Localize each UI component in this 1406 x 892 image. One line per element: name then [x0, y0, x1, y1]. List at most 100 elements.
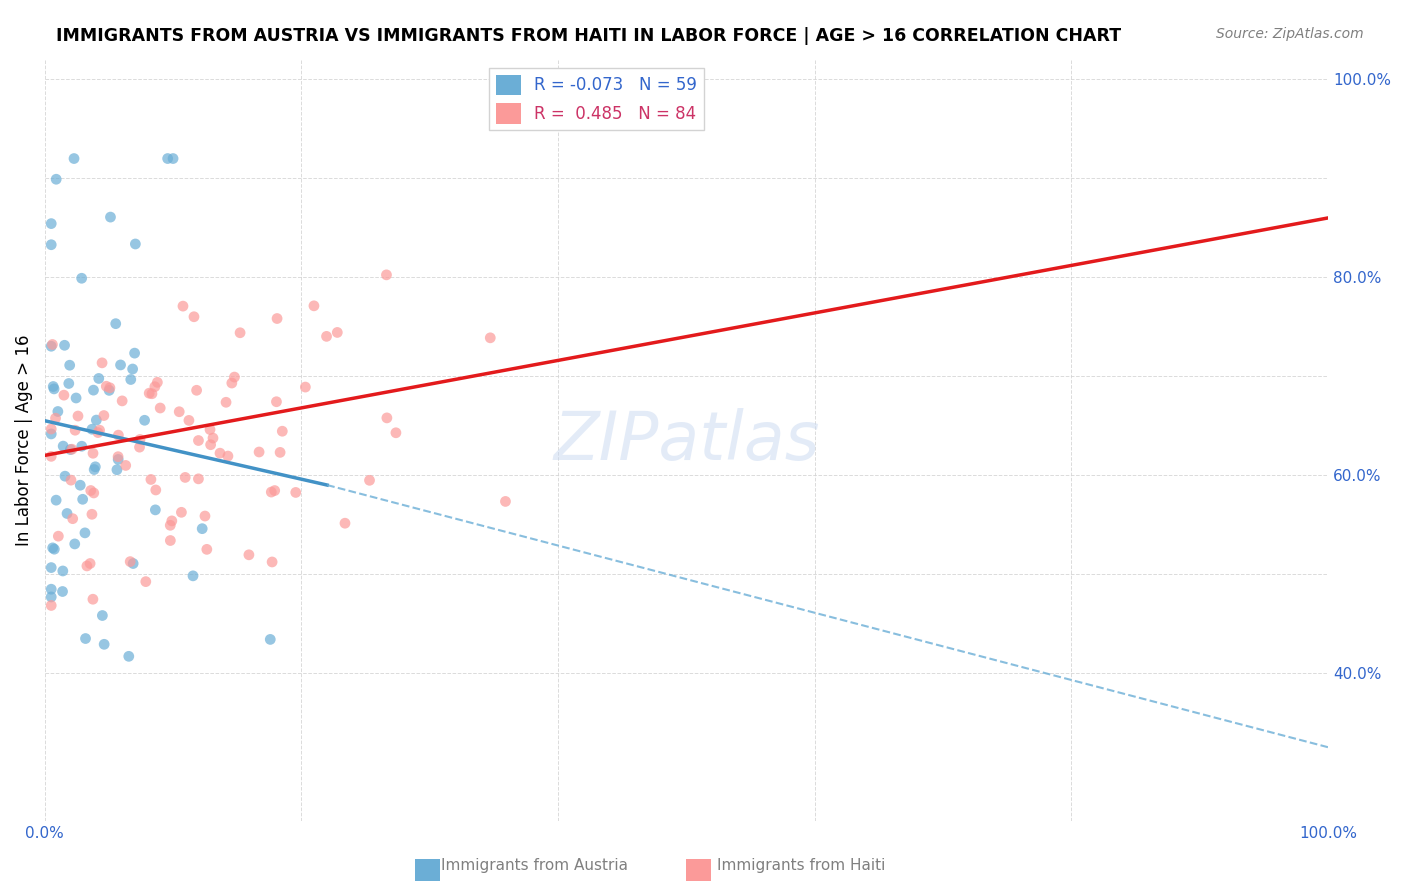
Immigrants from Haiti — [66, 409, 89, 423]
Immigrants from Austria — [51, 584, 73, 599]
Immigrants from Haiti — [83, 486, 105, 500]
Immigrants from Haiti — [76, 558, 98, 573]
Immigrants from Austria — [72, 492, 94, 507]
Immigrants from Haiti — [375, 410, 398, 425]
Immigrants from Haiti — [271, 424, 294, 438]
Immigrants from Austria — [52, 564, 75, 578]
Immigrants from Austria — [39, 582, 62, 597]
Immigrants from Haiti — [141, 386, 163, 401]
Immigrants from Austria — [52, 439, 75, 453]
Immigrants from Haiti — [174, 470, 197, 484]
Text: Immigrants from Haiti: Immigrants from Haiti — [717, 858, 886, 872]
Immigrants from Haiti — [96, 379, 118, 393]
Immigrants from Austria — [39, 426, 62, 441]
Immigrants from Haiti — [159, 518, 181, 533]
Immigrants from Austria — [80, 422, 103, 436]
Immigrants from Haiti — [79, 557, 101, 571]
Immigrants from Haiti — [60, 442, 83, 457]
Immigrants from Haiti — [139, 473, 162, 487]
Immigrants from Haiti — [198, 423, 221, 437]
Immigrants from Austria — [82, 383, 104, 397]
Immigrants from Austria — [58, 376, 80, 391]
Immigrants from Austria — [56, 507, 79, 521]
Immigrants from Haiti — [170, 505, 193, 519]
Immigrants from Haiti — [217, 449, 239, 463]
Immigrants from Haiti — [159, 533, 181, 548]
Immigrants from Austria — [59, 358, 82, 372]
Immigrants from Haiti — [80, 508, 103, 522]
Text: Source: ZipAtlas.com: Source: ZipAtlas.com — [1216, 27, 1364, 41]
Immigrants from Haiti — [284, 485, 307, 500]
Immigrants from Haiti — [145, 483, 167, 497]
Immigrants from Austria — [100, 210, 122, 224]
Immigrants from Austria — [107, 452, 129, 467]
Immigrants from Austria — [122, 557, 145, 571]
Immigrants from Haiti — [52, 388, 75, 402]
Immigrants from Haiti — [82, 592, 104, 607]
Immigrants from Haiti — [215, 395, 238, 409]
Y-axis label: In Labor Force | Age > 16: In Labor Force | Age > 16 — [15, 334, 32, 546]
Immigrants from Austria — [259, 632, 281, 647]
Immigrants from Austria — [69, 478, 91, 492]
Immigrants from Haiti — [107, 450, 129, 464]
Immigrants from Haiti — [62, 511, 84, 525]
Immigrants from Haiti — [208, 446, 231, 460]
Immigrants from Austria — [45, 493, 67, 508]
Immigrants from Haiti — [107, 428, 129, 442]
Legend: R = -0.073   N = 59, R =  0.485   N = 84: R = -0.073 N = 59, R = 0.485 N = 84 — [489, 68, 704, 130]
Immigrants from Haiti — [247, 445, 270, 459]
Immigrants from Austria — [75, 632, 97, 646]
Immigrants from Haiti — [135, 574, 157, 589]
Immigrants from Haiti — [302, 299, 325, 313]
Immigrants from Haiti — [315, 329, 337, 343]
Immigrants from Austria — [84, 459, 107, 474]
Immigrants from Haiti — [146, 376, 169, 390]
Immigrants from Austria — [42, 379, 65, 393]
Immigrants from Austria — [121, 362, 143, 376]
Immigrants from Haiti — [172, 299, 194, 313]
Immigrants from Haiti — [80, 483, 103, 498]
Immigrants from Haiti — [194, 509, 217, 524]
Immigrants from Haiti — [187, 434, 209, 448]
Immigrants from Austria — [65, 391, 87, 405]
Immigrants from Austria — [162, 152, 184, 166]
Immigrants from Austria — [42, 382, 65, 396]
Immigrants from Haiti — [195, 542, 218, 557]
Immigrants from Haiti — [221, 376, 243, 390]
Immigrants from Austria — [87, 371, 110, 385]
Immigrants from Austria — [104, 317, 127, 331]
Immigrants from Haiti — [167, 405, 190, 419]
Immigrants from Haiti — [224, 370, 246, 384]
Text: Immigrants from Austria: Immigrants from Austria — [440, 858, 628, 872]
Immigrants from Austria — [124, 346, 146, 360]
Immigrants from Austria — [39, 339, 62, 353]
Immigrants from Haiti — [129, 433, 152, 447]
Immigrants from Haiti — [98, 381, 121, 395]
Immigrants from Austria — [39, 217, 62, 231]
Immigrants from Haiti — [495, 494, 517, 508]
Immigrants from Austria — [45, 172, 67, 186]
Immigrants from Austria — [39, 237, 62, 252]
Immigrants from Haiti — [114, 458, 136, 473]
Immigrants from Austria — [124, 237, 146, 252]
Immigrants from Haiti — [39, 422, 62, 436]
Immigrants from Haiti — [120, 555, 142, 569]
Immigrants from Austria — [110, 358, 132, 372]
Immigrants from Austria — [70, 271, 93, 285]
Immigrants from Haiti — [294, 380, 316, 394]
Immigrants from Austria — [41, 541, 63, 555]
Immigrants from Haiti — [479, 331, 502, 345]
Immigrants from Austria — [156, 152, 179, 166]
Immigrants from Austria — [118, 649, 141, 664]
Immigrants from Haiti — [269, 445, 291, 459]
Immigrants from Haiti — [39, 450, 62, 464]
Immigrants from Haiti — [63, 423, 86, 437]
Immigrants from Austria — [53, 338, 76, 352]
Immigrants from Austria — [181, 569, 204, 583]
Immigrants from Austria — [59, 442, 82, 457]
Immigrants from Austria — [73, 525, 96, 540]
Immigrants from Haiti — [138, 386, 160, 401]
Immigrants from Haiti — [89, 423, 111, 437]
Immigrants from Haiti — [59, 473, 82, 487]
Immigrants from Haiti — [238, 548, 260, 562]
